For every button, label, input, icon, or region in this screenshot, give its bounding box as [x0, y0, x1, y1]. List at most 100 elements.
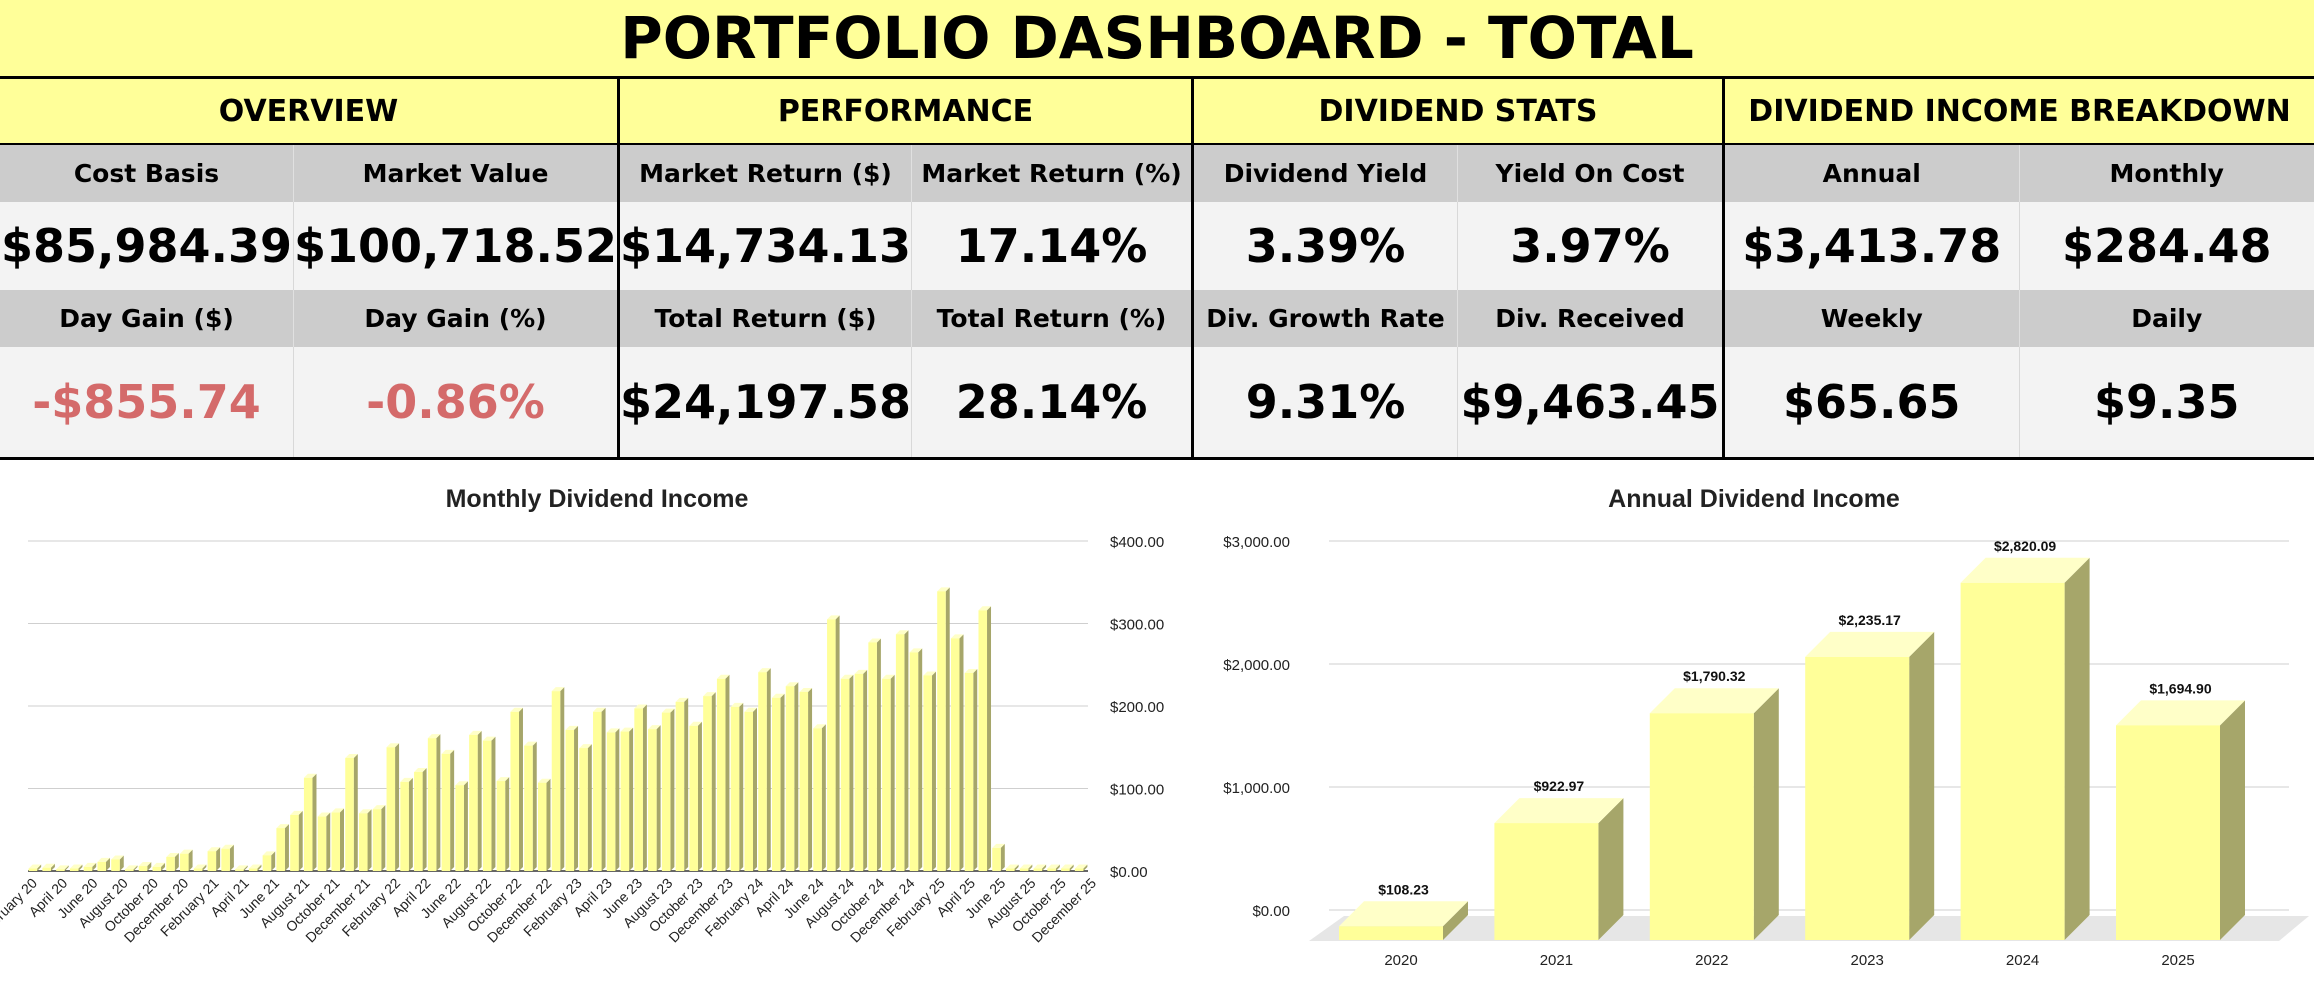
monthly-bar-side: [587, 744, 592, 871]
monthly-bar-front: [386, 747, 396, 871]
monthly-bar-side: [284, 824, 289, 871]
monthly-bar: [1061, 864, 1074, 871]
monthly-bar-front: [124, 869, 134, 871]
monthly-bar-front: [661, 712, 671, 871]
monthly-bar-front: [372, 809, 382, 871]
monthly-bar-front: [840, 678, 850, 871]
monthly-bar-front: [882, 678, 891, 871]
monthly-bar-top: [620, 727, 634, 732]
overview-section: OVERVIEW Cost Basis Market Value $85,984…: [0, 79, 620, 457]
annual-y-tick-label: $2,000.00: [1223, 657, 1290, 674]
monthly-bar: [496, 777, 510, 871]
monthly-bar-front: [703, 696, 712, 871]
annual-bar: [1494, 798, 1624, 940]
monthly-bar-top: [854, 669, 868, 674]
monthly-bar-side: [37, 864, 42, 871]
monthly-bar-side: [1055, 864, 1060, 871]
monthly-bar-front: [524, 745, 533, 871]
annual-bar-top: [2116, 700, 2245, 726]
annual-bar-front: [1494, 823, 1599, 940]
monthly-bar: [469, 730, 482, 871]
monthly-bar: [111, 855, 124, 871]
monthly-bar-side: [1014, 864, 1019, 871]
monthly-bar: [152, 862, 166, 871]
monthly-bar-side: [50, 863, 55, 871]
monthly-bar-top: [359, 809, 372, 814]
annual-dividend-chart: $0.00 $1,000.00 $2,000.00 $3,000.00 $108.23 2…: [1223, 534, 2309, 969]
monthly-bar-side: [904, 630, 909, 871]
monthly-bar: [992, 843, 1005, 871]
monthly-bar: [978, 606, 992, 871]
cost-basis-value: $85,984.39: [0, 202, 294, 290]
monthly-bar-top: [634, 704, 647, 709]
monthly-bar-side: [367, 809, 372, 871]
annual-data-label: $1,694.90: [2149, 680, 2211, 696]
weekly-income-value: $65.65: [1725, 347, 2020, 457]
monthly-bar-top: [262, 851, 276, 856]
monthly-bar-top: [758, 668, 771, 673]
monthly-bar: [648, 725, 661, 871]
monthly-bar-top: [895, 630, 909, 635]
monthly-bar: [414, 768, 427, 871]
monthly-bar-top: [193, 864, 207, 869]
monthly-bar: [386, 743, 400, 871]
monthly-bar-top: [785, 682, 799, 687]
div-received-label: Div. Received: [1458, 290, 1722, 347]
monthly-bar-top: [730, 702, 744, 707]
monthly-bar-side: [161, 862, 166, 871]
monthly-bar-front: [785, 686, 795, 871]
monthly-bar-front: [565, 729, 575, 871]
monthly-bar: [964, 669, 978, 871]
annual-x-tick-label: 2024: [2006, 952, 2039, 969]
monthly-bar-front: [675, 701, 685, 871]
monthly-bar-side: [711, 692, 716, 871]
monthly-bar-top: [1047, 864, 1060, 869]
monthly-bar-side: [876, 638, 881, 871]
total-return-percent-label: Total Return (%): [912, 290, 1191, 347]
annual-x-tick-label: 2025: [2161, 952, 2194, 969]
monthly-bar-front: [207, 851, 217, 871]
monthly-bar-side: [381, 805, 386, 871]
monthly-bar-side: [491, 736, 496, 871]
monthly-bar: [882, 674, 895, 871]
monthly-bar-side: [546, 778, 551, 871]
monthly-y-tick-label: $100.00: [1110, 782, 1164, 799]
monthly-bar-top: [950, 634, 964, 639]
monthly-bar-side: [945, 587, 950, 871]
dividend-stats-section: DIVIDEND STATS Dividend Yield Yield On C…: [1194, 79, 1725, 457]
annual-bar-top: [1805, 631, 1935, 657]
div-received-value: $9,463.45: [1458, 347, 1722, 457]
monthly-bar: [276, 824, 289, 871]
monthly-bar: [551, 687, 565, 871]
monthly-bar-top: [606, 728, 620, 733]
monthly-bar-side: [1069, 864, 1074, 871]
monthly-bar: [221, 844, 234, 871]
monthly-bar-top: [166, 852, 179, 857]
daily-income-label: Daily: [2019, 290, 2314, 347]
monthly-bar-top: [180, 849, 193, 854]
monthly-bar: [827, 615, 840, 871]
annual-data-label: $922.97: [1534, 778, 1585, 794]
monthly-bar-front: [97, 861, 106, 871]
monthly-bar: [42, 863, 55, 871]
monthly-bar-top: [868, 638, 881, 643]
monthly-bar: [290, 810, 303, 871]
monthly-bar-side: [959, 634, 964, 871]
monthly-bar-front: [359, 813, 368, 871]
monthly-bar-top: [937, 587, 950, 592]
monthly-bar: [758, 668, 771, 871]
day-gain-dollar-value: -$855.74: [0, 347, 294, 457]
monthly-bar-side: [642, 704, 647, 871]
monthly-bar-side: [257, 864, 262, 871]
monthly-bar-side: [505, 777, 510, 871]
monthly-bar-side: [92, 862, 97, 871]
monthly-bar-side: [243, 865, 248, 871]
monthly-bar: [937, 587, 950, 871]
monthly-bar-front: [827, 619, 836, 871]
monthly-bar-top: [69, 864, 83, 869]
monthly-bar-front: [937, 591, 946, 871]
monthly-bar: [193, 864, 207, 871]
monthly-bar-top: [386, 743, 400, 748]
yield-on-cost-label: Yield On Cost: [1458, 145, 1722, 202]
monthly-bar-top: [427, 734, 441, 739]
